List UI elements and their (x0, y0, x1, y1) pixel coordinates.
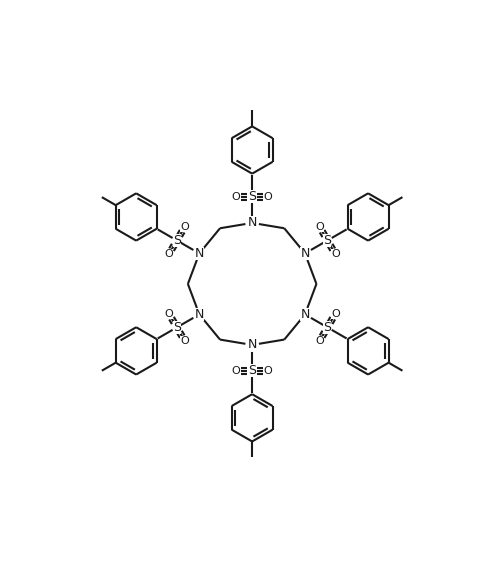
Text: N: N (195, 308, 204, 321)
Text: S: S (173, 234, 181, 247)
Text: S: S (248, 365, 256, 378)
Text: S: S (323, 234, 332, 247)
Text: O: O (181, 336, 189, 346)
Text: O: O (181, 221, 189, 231)
Text: S: S (248, 191, 256, 204)
Text: N: N (247, 216, 257, 229)
Text: O: O (232, 192, 241, 202)
Text: O: O (331, 250, 340, 259)
Text: O: O (232, 366, 241, 376)
Text: N: N (300, 247, 309, 260)
Text: O: O (315, 336, 324, 346)
Text: O: O (164, 308, 173, 319)
Text: S: S (323, 321, 332, 334)
Text: O: O (315, 221, 324, 231)
Text: O: O (164, 250, 173, 259)
Text: O: O (331, 308, 340, 319)
Text: N: N (195, 247, 204, 260)
Text: S: S (173, 321, 181, 334)
Text: O: O (264, 366, 273, 376)
Text: N: N (247, 338, 257, 351)
Text: N: N (300, 308, 309, 321)
Text: O: O (264, 192, 273, 202)
